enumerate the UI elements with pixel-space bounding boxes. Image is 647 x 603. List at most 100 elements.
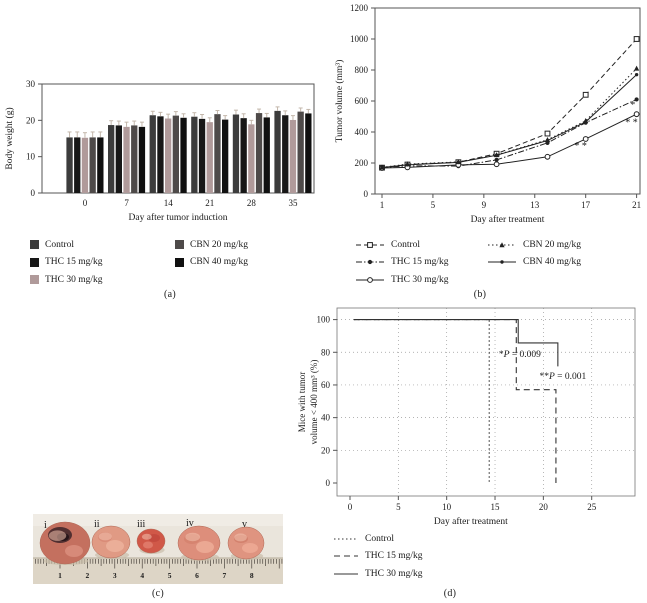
legend-label: THC 30 mg/kg — [391, 274, 449, 285]
legend-line-sample — [334, 555, 358, 557]
svg-text:28: 28 — [247, 198, 257, 208]
svg-text:Body weight (g): Body weight (g) — [4, 107, 15, 169]
tumor-i — [39, 521, 91, 565]
svg-text:Day after treatment: Day after treatment — [434, 516, 508, 527]
legend-item: THC 15 mg/kg — [30, 254, 175, 272]
legend-item: Control — [333, 530, 483, 548]
tumor-labels: i ii iii iv v — [44, 518, 247, 531]
caption-d: (d) — [443, 588, 457, 599]
svg-text:10: 10 — [442, 502, 452, 512]
legend-line-sample — [488, 260, 516, 264]
svg-text:1000: 1000 — [350, 34, 369, 44]
legend-item: CBN 20 mg/kg — [487, 236, 619, 254]
legend-swatch — [175, 240, 184, 250]
svg-text:5: 5 — [168, 571, 172, 580]
svg-text:15: 15 — [491, 502, 501, 512]
body-weight-bar-chart: 0 10 20 30 0 7 14 21 28 35 Day after tumor inducti… — [4, 79, 315, 223]
legend-line-sample — [356, 276, 384, 283]
legend-label: CBN 20 mg/kg — [190, 239, 249, 250]
svg-text:Day after treatment: Day after treatment — [471, 214, 545, 225]
svg-text:Mice with tumor: Mice with tumor — [297, 372, 307, 433]
svg-text:14: 14 — [164, 198, 174, 208]
legend-line-sample — [356, 241, 384, 248]
svg-text:10: 10 — [26, 152, 36, 162]
legend-label: CBN 40 mg/kg — [190, 257, 249, 268]
svg-text:* *: * * — [574, 141, 587, 152]
legend-label: Control — [45, 239, 75, 250]
svg-text:3: 3 — [113, 571, 117, 580]
svg-text:600: 600 — [355, 96, 369, 106]
svg-text:60: 60 — [321, 380, 331, 390]
svg-text:2: 2 — [86, 571, 90, 580]
legend-item: THC 15 mg/kg — [333, 548, 483, 566]
legend-item: Control — [355, 236, 487, 254]
svg-text:21: 21 — [205, 198, 214, 208]
legend-tumor-volume: Control THC 15 mg/kg THC 30 mg/kg CBN 20 mg… — [355, 236, 645, 292]
svg-text:21: 21 — [632, 200, 641, 210]
legend-label: THC 30 mg/kg — [365, 568, 423, 579]
caption-b: (b) — [473, 289, 487, 300]
legend-line-sample — [334, 573, 358, 575]
axes — [333, 307, 636, 500]
tumor-iii — [136, 528, 166, 554]
svg-text:20: 20 — [321, 445, 331, 455]
svg-text:6: 6 — [195, 571, 199, 580]
svg-text:0: 0 — [31, 188, 36, 198]
svg-text:1: 1 — [58, 571, 62, 580]
svg-text:13: 13 — [530, 200, 540, 210]
svg-text:i: i — [44, 520, 47, 531]
axis-labels: 0 200 400 600 800 1000 1200 1 5 9 13 17 21 Day after … — [334, 3, 641, 225]
legend-item: THC 30 mg/kg — [355, 271, 487, 289]
legend-line-sample — [356, 260, 384, 265]
svg-text:0: 0 — [83, 198, 88, 208]
tumor-volume-line-chart: * * * * * 0 200 400 600 800 1000 1200 1 5 9 13 17 21 Day… — [334, 3, 641, 225]
svg-text:200: 200 — [355, 158, 369, 168]
legend-item: THC 30 mg/kg — [333, 565, 483, 583]
legend-swatch — [30, 275, 39, 285]
svg-text:Tumor volume (mm³): Tumor volume (mm³) — [334, 60, 345, 143]
svg-text:ii: ii — [94, 519, 100, 530]
legend-label: CBN 40 mg/kg — [523, 257, 582, 268]
legend-body-weight: Control THC 15 mg/kg THC 30 mg/kg CBN 20 mg… — [30, 236, 330, 292]
svg-text:*: * — [630, 100, 635, 111]
legend-line-sample — [488, 241, 516, 247]
svg-text:0: 0 — [326, 478, 331, 488]
legend-item: CBN 40 mg/kg — [487, 254, 619, 272]
caption-a: (a) — [164, 289, 176, 300]
legend-item: CBN 20 mg/kg — [175, 236, 320, 254]
tumors — [39, 521, 265, 565]
svg-text:iv: iv — [186, 518, 194, 529]
legend-item: CBN 40 mg/kg — [175, 254, 320, 272]
tumor-v — [227, 526, 265, 560]
svg-text:25: 25 — [587, 502, 597, 512]
excised-tumors-photo: 1 2 3 4 5 6 7 8i ii iii iv v — [33, 514, 283, 584]
annotations: *P = 0.009 **P = 0.001 — [499, 350, 587, 382]
svg-text:1: 1 — [380, 200, 385, 210]
legend-label: Control — [391, 239, 421, 250]
svg-text:4: 4 — [140, 571, 144, 580]
svg-text:Day after tumor induction: Day after tumor induction — [129, 212, 228, 223]
gridlines — [337, 308, 635, 496]
svg-text:0: 0 — [348, 502, 353, 512]
svg-text:v: v — [242, 519, 247, 530]
svg-text:iii: iii — [137, 519, 146, 530]
svg-text:30: 30 — [26, 79, 36, 89]
svg-text:8: 8 — [250, 571, 254, 580]
legend-line-sample — [334, 538, 358, 540]
tumor-free-step-chart: *P = 0.009 **P = 0.001 0 20 40 60 80 100 0 5 10 15 2… — [297, 307, 636, 527]
svg-text:1200: 1200 — [350, 3, 369, 13]
legend-item: Control — [30, 236, 175, 254]
legend-item: THC 15 mg/kg — [355, 254, 487, 272]
svg-text:**P = 0.001: **P = 0.001 — [539, 372, 586, 382]
legend-item: THC 30 mg/kg — [30, 271, 175, 289]
tumor-iv — [177, 525, 221, 561]
svg-text:*P = 0.009: *P = 0.009 — [499, 350, 541, 360]
svg-text:800: 800 — [355, 65, 369, 75]
axis-labels: 0 10 20 30 0 7 14 21 28 35 Day after tumor inducti… — [4, 79, 298, 223]
svg-text:volume < 400 mm³ (%): volume < 400 mm³ (%) — [309, 360, 319, 445]
svg-text:5: 5 — [396, 502, 401, 512]
annotations: * * * * * — [574, 100, 637, 152]
legend-label: THC 30 mg/kg — [45, 274, 103, 285]
svg-text:35: 35 — [289, 198, 299, 208]
